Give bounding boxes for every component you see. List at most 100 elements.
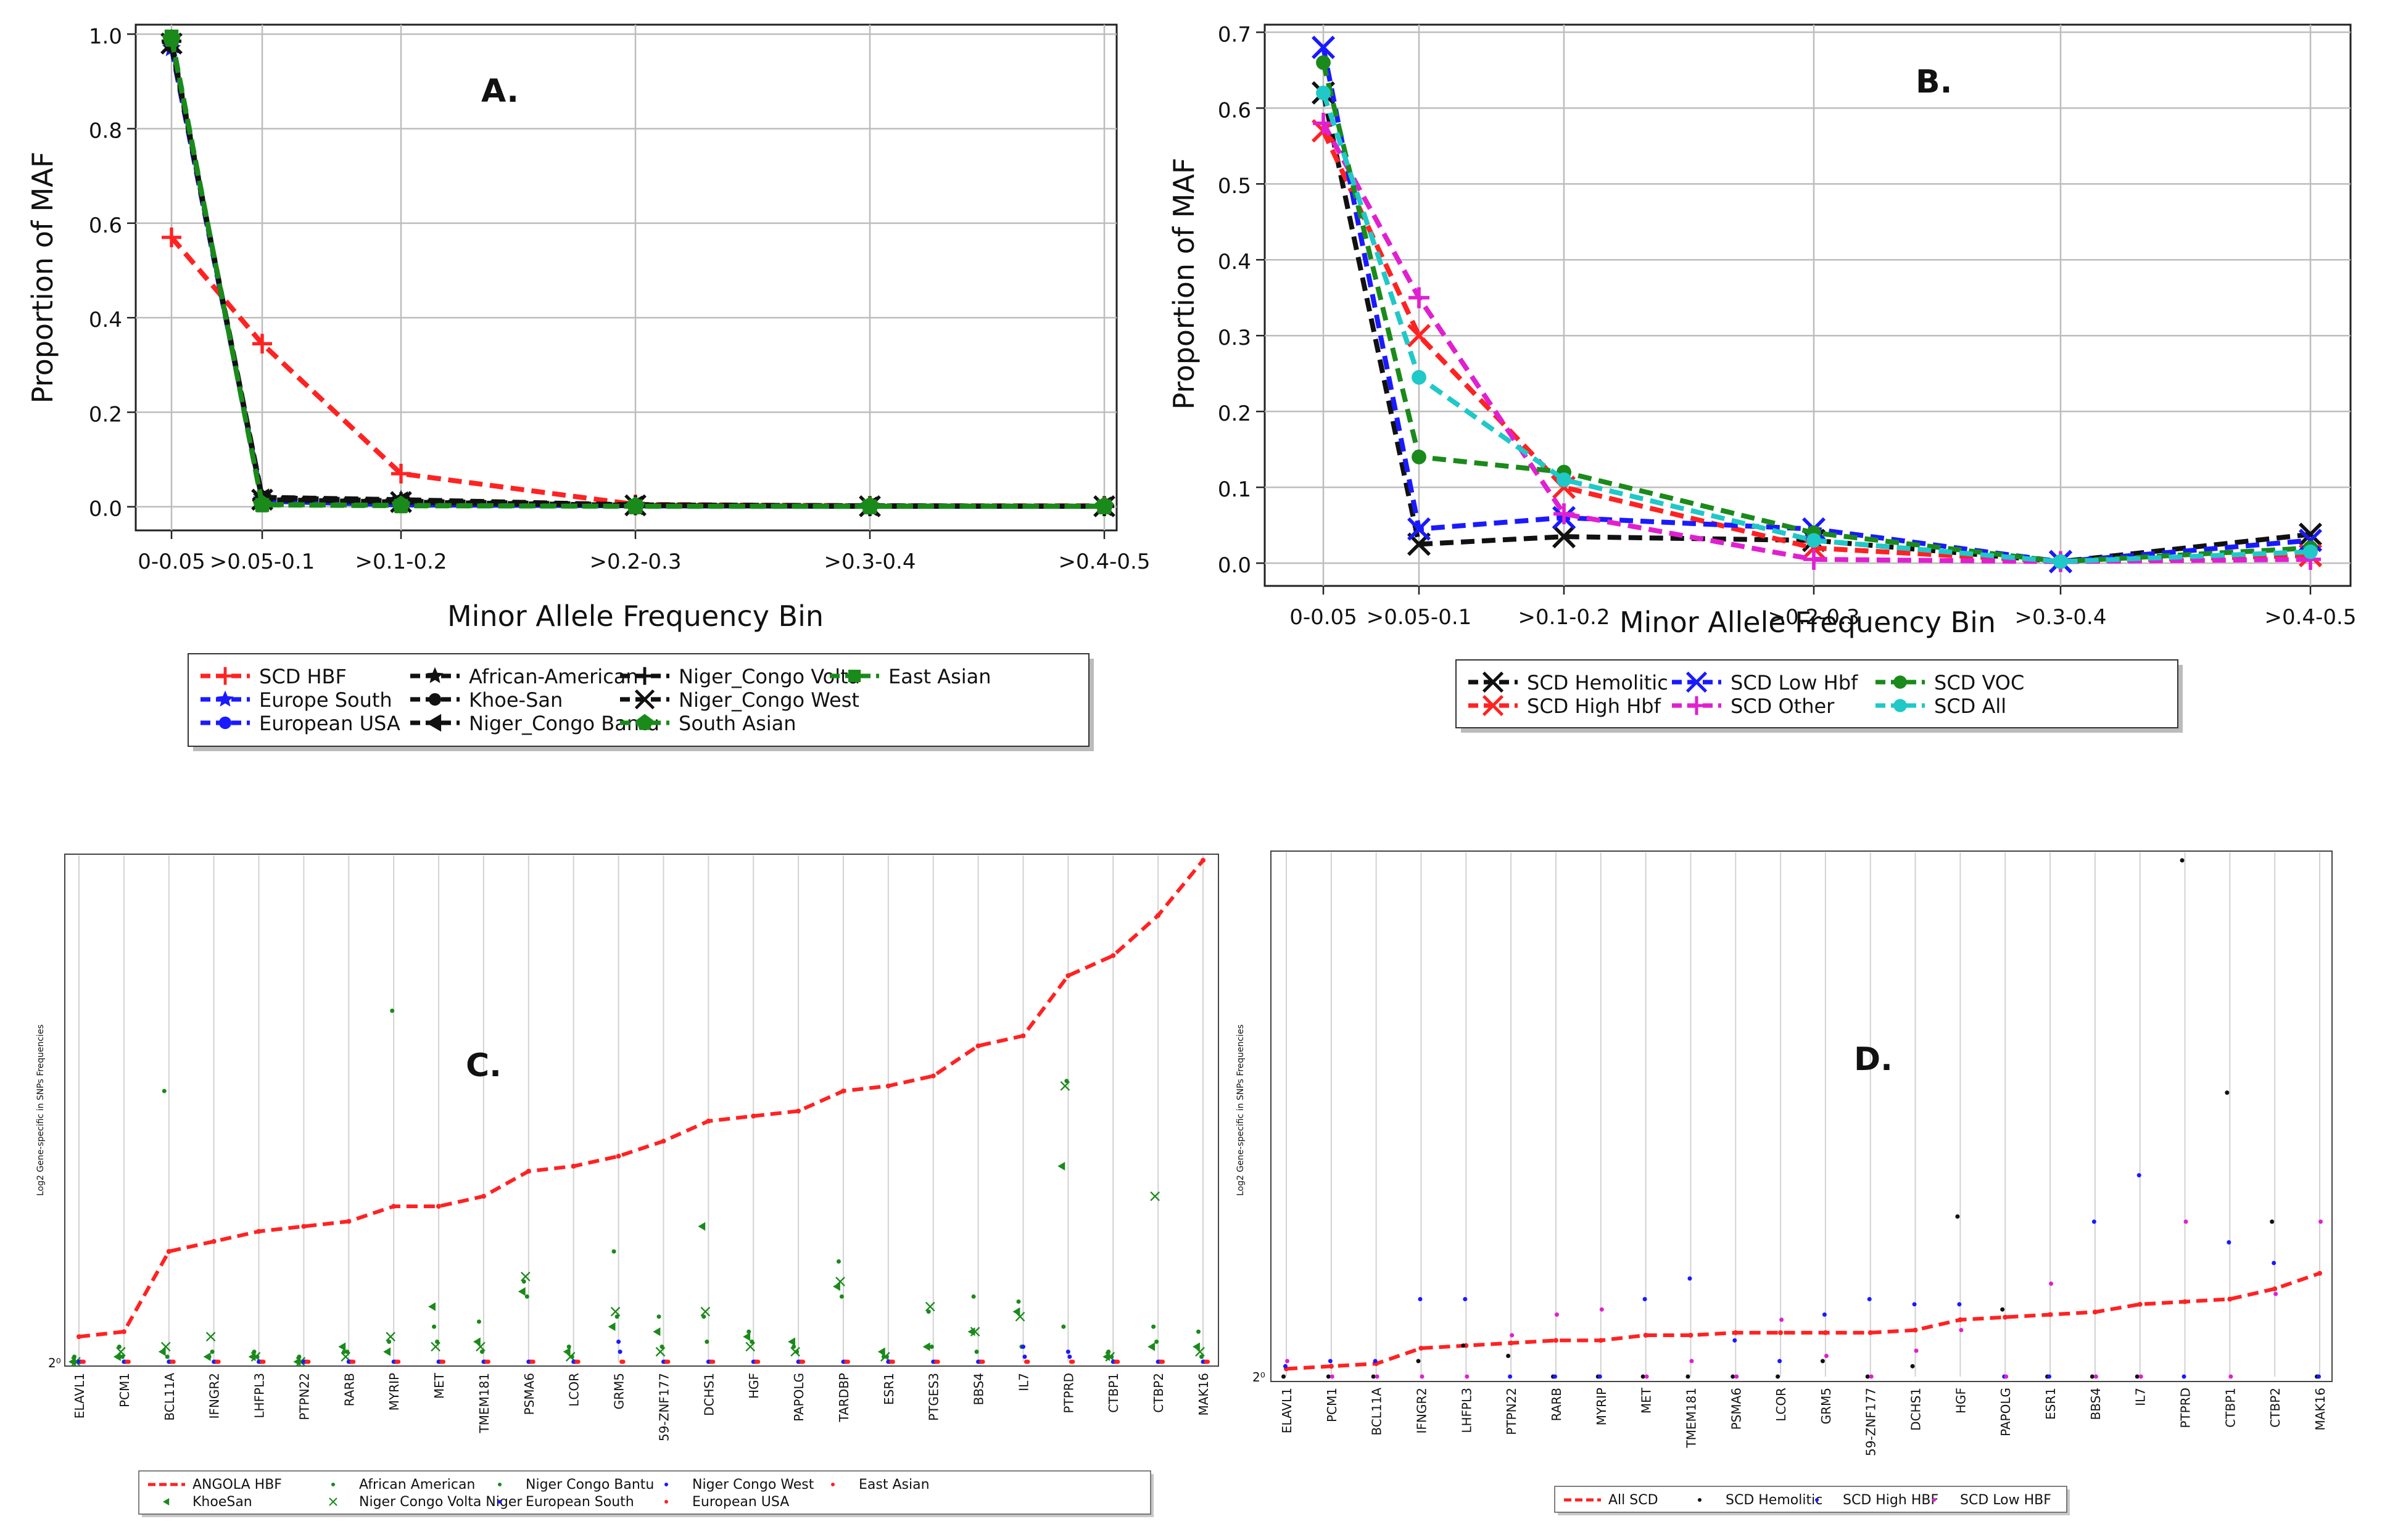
- data-point-niger-congo-bantu: [795, 1349, 800, 1354]
- y-tick-label: 0.8: [89, 119, 122, 144]
- panel-d: ELAVL1 PCM1 BCL11A IFNGR2 LHFPL3 PTPN22 RARB MY…: [1236, 850, 2333, 1515]
- data-point-scd-low-hbf: [1285, 1359, 1289, 1364]
- legend-entry-scd-hbf: SCD HBF: [201, 665, 347, 688]
- trend-point: [77, 1334, 81, 1340]
- data-point-east-asian: [441, 1359, 446, 1364]
- x-tick-label: MYRIP: [1594, 1388, 1609, 1425]
- data-point-niger-congo-volta-niger: [1150, 1191, 1160, 1201]
- x-tick-label: CTBP2: [2268, 1388, 2283, 1428]
- data-point-scd-high-hbf: [2181, 1374, 2186, 1379]
- panel-d-label: D.: [1854, 1041, 1893, 1078]
- data-point-niger-congo-bantu: [1199, 1354, 1204, 1359]
- trend-point: [166, 1249, 172, 1254]
- legend-entry-african-american: African-American: [410, 665, 639, 688]
- trend-point: [885, 1083, 891, 1089]
- data-point-scd-hemolitic: [1416, 1359, 1421, 1364]
- data-point-niger-congo-volta-niger: [700, 1306, 711, 1317]
- trend-point: [2272, 1286, 2278, 1291]
- data-point-european-south: [1020, 1344, 1025, 1349]
- data-point-niger-congo-bantu: [614, 1314, 619, 1319]
- y-tick-label: 0.2: [89, 402, 122, 427]
- series-east-asian: [164, 29, 1112, 514]
- x-tick-label: CTBP1: [2223, 1388, 2238, 1428]
- x-tick-label: >0.3-0.4: [2015, 605, 2107, 630]
- data-point-african-american: [252, 1349, 257, 1354]
- trend-point: [481, 1193, 486, 1199]
- data-point-niger-congo-bantu: [839, 1294, 844, 1299]
- legend-entry-scd-low-hbf: SCD Low Hbf: [1672, 671, 1858, 694]
- legend-entry-african-american: African American: [331, 1477, 475, 1493]
- trend-point: [1328, 1364, 1334, 1369]
- trend-point: [1418, 1345, 1424, 1351]
- x-tick-label: LCOR: [567, 1373, 582, 1407]
- legend-entry-niger-congo-west: Niger Congo West: [664, 1477, 814, 1493]
- trend-point: [571, 1163, 576, 1169]
- legend-swatch-marker: [1893, 675, 1907, 689]
- data-point-east-asian: [1115, 1359, 1120, 1364]
- data-point-scd-low-hbf: [1407, 517, 1431, 541]
- x-tick-label: ELAVL1: [1280, 1388, 1294, 1433]
- data-point-african-american: [566, 1344, 571, 1349]
- data-point-east-asian: [531, 1359, 536, 1364]
- y-tick-label: 1.0: [89, 24, 122, 49]
- data-point-east-asian: [935, 1359, 940, 1364]
- data-point-scd-hbf: [162, 227, 181, 247]
- data-point-african-american: [971, 1294, 976, 1299]
- data-point-scd-high-hbf: [2272, 1261, 2277, 1266]
- x-tick-label: >0.3-0.4: [824, 550, 916, 574]
- x-tick-label: 59-ZNF177: [1864, 1388, 1879, 1456]
- trend-point: [1733, 1330, 1739, 1335]
- data-point-scd-low-hbf: [2004, 1374, 2009, 1379]
- data-point-scd-low-hbf: [1869, 1374, 1874, 1379]
- data-point-khoesan: [743, 1332, 751, 1341]
- data-point-niger-congo-volta-niger: [970, 1327, 980, 1337]
- x-tick-label: GRM5: [1819, 1388, 1834, 1424]
- legend-entry-scd-low-hbf: SCD Low HBF: [1932, 1493, 2051, 1508]
- data-point-african-american: [926, 1309, 931, 1314]
- trend-point: [211, 1238, 217, 1244]
- x-tick-label: >0.2-0.3: [590, 550, 682, 574]
- x-tick-label: MET: [1639, 1387, 1654, 1414]
- trend-point: [1020, 1033, 1026, 1039]
- legend-swatch-marker: [216, 667, 234, 685]
- data-point-niger-congo-bantu: [705, 1339, 709, 1344]
- data-point-scd-low-hbf: [2093, 1374, 2098, 1379]
- data-point-scd-high-hbf: [1777, 1359, 1782, 1364]
- trend-point: [840, 1088, 846, 1093]
- trend-point: [1822, 1330, 1828, 1335]
- x-tick-label: PTPRD: [1061, 1373, 1076, 1414]
- trend-point: [1553, 1338, 1558, 1343]
- data-point-niger-congo-bantu: [210, 1349, 215, 1354]
- data-point-scd-hemolitic: [1910, 1364, 1915, 1369]
- data-point-east-asian: [862, 499, 877, 514]
- data-point-scd-high-hbf: [2047, 1374, 2052, 1379]
- data-point-east-asian: [576, 1359, 581, 1364]
- legend-label: European USA: [692, 1494, 789, 1510]
- data-point-niger-congo-volta-niger: [476, 1341, 486, 1352]
- data-point-scd-low-hbf: [2138, 1374, 2143, 1379]
- data-point-scd-other: [1803, 548, 1824, 570]
- data-point-scd-high-hbf: [1552, 1374, 1557, 1379]
- data-point-khoesan: [788, 1337, 795, 1346]
- x-tick-label: DCHS1: [1909, 1388, 1924, 1431]
- data-point-scd-hemolitic: [1731, 1374, 1735, 1379]
- legend-swatch-marker: [498, 1500, 502, 1504]
- data-point-east-asian: [666, 1359, 671, 1364]
- legend-swatch-marker: [428, 693, 442, 706]
- data-point-african-american: [1151, 1324, 1156, 1329]
- trend-point: [2182, 1299, 2188, 1304]
- trend-point: [391, 1203, 397, 1209]
- data-point-african-american: [476, 1319, 481, 1324]
- data-point-niger-congo-volta-niger: [655, 1346, 666, 1357]
- data-point-scd-hemolitic: [1506, 1354, 1511, 1359]
- data-point-scd-hemolitic: [1552, 525, 1576, 549]
- legend-swatch-marker: [664, 1500, 668, 1504]
- legend-label: SCD Other: [1731, 694, 1835, 718]
- data-point-niger-congo-bantu: [750, 1339, 755, 1344]
- legend-label: African American: [359, 1477, 475, 1493]
- data-point-african-american: [611, 1249, 616, 1254]
- x-tick-label: BCL11A: [162, 1373, 177, 1421]
- legend-swatch-marker: [848, 669, 861, 683]
- legend-label: ANGOLA HBF: [192, 1477, 282, 1493]
- data-point-african-american: [792, 1344, 796, 1349]
